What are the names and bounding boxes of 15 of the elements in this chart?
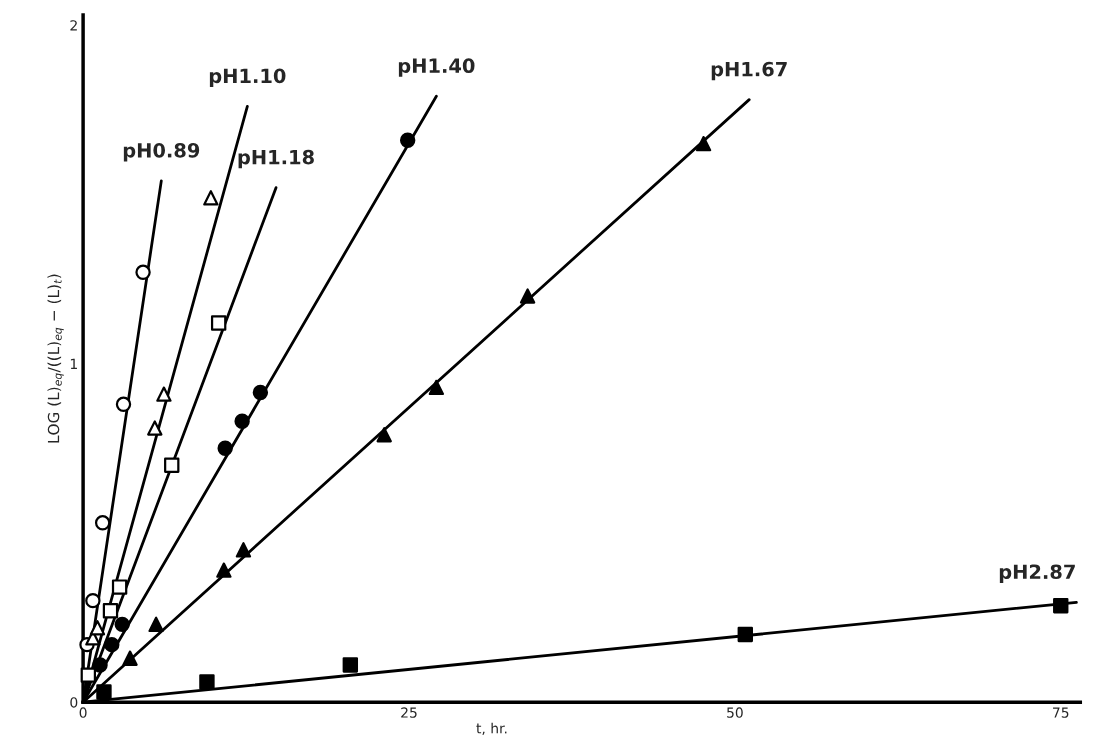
y-tick-label: 2 <box>70 20 77 31</box>
annotation: pH1.18 <box>238 149 314 169</box>
x-tick-label: 75 <box>1053 707 1069 718</box>
annotation: pH2.87 <box>999 564 1075 583</box>
y-tick-label: 0 <box>70 697 78 708</box>
x-tick-label: 0 <box>79 707 87 718</box>
x-axis-title: t, hr. <box>476 722 507 735</box>
x-tick-label: 50 <box>727 707 743 718</box>
annotation: pH1.10 <box>209 68 286 87</box>
annotation: pH1.40 <box>398 58 475 77</box>
annotation: pH1.67 <box>711 61 787 81</box>
annotation: pH0.89 <box>123 142 200 162</box>
x-tick-label: 25 <box>401 707 417 718</box>
y-tick-label: 1 <box>70 358 77 369</box>
y-axis-title: LOG (L)$_{eq}$/((L)$_{eq}$ − (L)$_{t}$) <box>47 274 64 443</box>
